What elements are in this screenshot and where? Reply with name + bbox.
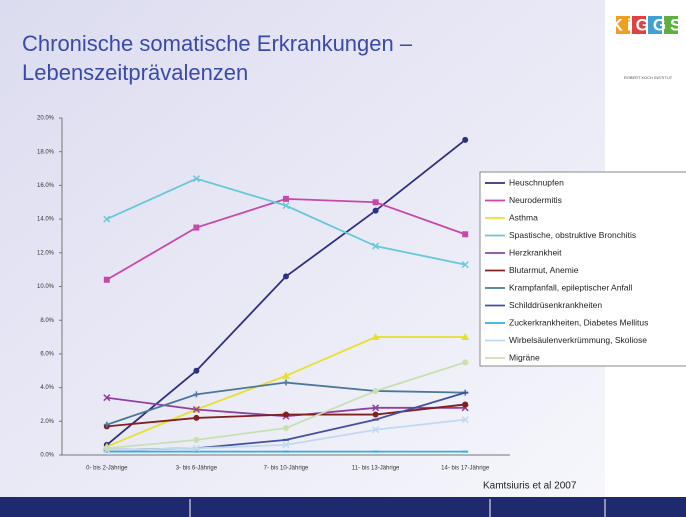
data-point — [372, 207, 379, 214]
data-point — [283, 411, 289, 418]
data-point — [193, 391, 200, 398]
data-point — [461, 261, 469, 269]
data-point — [461, 333, 470, 341]
data-point — [103, 276, 110, 283]
legend-box — [479, 171, 686, 367]
data-point — [372, 411, 379, 418]
legend-label: Migräne — [509, 352, 540, 362]
institute: ROBERT KOCH INSTITUT — [624, 75, 673, 80]
legend-label: Zuckerkrankheiten, Diabetes Mellitus — [509, 317, 648, 327]
data-point — [282, 371, 290, 379]
data-point — [282, 202, 290, 210]
data-point — [462, 359, 469, 366]
data-point — [372, 418, 379, 421]
logo-block — [616, 16, 630, 34]
y-tick-label: 8.0% — [40, 318, 54, 324]
data-point — [372, 404, 380, 412]
logo-block — [664, 16, 678, 34]
y-tick-label: 2.0% — [40, 419, 54, 425]
y-tick-label: 20.0% — [37, 116, 55, 122]
data-point — [192, 405, 200, 414]
data-point — [462, 450, 469, 453]
legend-label: Spastische, obstruktive Bronchitis — [509, 230, 636, 240]
data-point — [461, 416, 469, 424]
data-point — [283, 450, 289, 453]
data-point — [462, 231, 469, 238]
y-tick-label: 6.0% — [40, 351, 54, 357]
data-point — [103, 445, 110, 452]
source: Kamtsiuris et al 2007 — [483, 481, 577, 492]
data-point — [372, 450, 379, 453]
data-point — [283, 438, 289, 441]
logo-block — [632, 16, 646, 34]
legend-label: Krampfanfall, epileptischer Anfall — [509, 282, 632, 292]
legend-label: Asthma — [509, 212, 538, 222]
legend-label: Heuschnupfen — [509, 177, 564, 187]
data-point — [283, 425, 289, 432]
y-tick-label: 18.0% — [37, 149, 55, 155]
x-tick-label: 11- bis 13-Jährige — [352, 466, 400, 472]
legend-label: Blutarmut, Anemie — [509, 265, 579, 275]
data-point — [372, 426, 380, 434]
logo-text: KiGGS — [611, 15, 686, 34]
data-point — [462, 136, 469, 143]
x-tick-label: 14- bis 17-Jährige — [441, 466, 490, 472]
logo-block — [648, 16, 662, 34]
x-tick-label: 7- bis 10-Jährige — [264, 466, 309, 472]
data-point — [193, 367, 200, 374]
y-tick-label: 10.0% — [37, 284, 55, 290]
y-tick-label: 0.0% — [40, 453, 54, 459]
data-point — [103, 450, 110, 453]
legend-label: Schilddrüsenkrankheiten — [509, 300, 602, 310]
data-point — [103, 215, 111, 223]
data-point — [462, 401, 469, 408]
logo: KiGGS ROBERT KOCH INSTITUT — [611, 15, 686, 80]
data-point — [192, 444, 200, 452]
data-point — [193, 224, 200, 231]
x-tick-label: 3- bis 6-Jährige — [176, 466, 218, 472]
data-point — [371, 333, 380, 341]
data-point — [283, 195, 289, 202]
data-point — [103, 394, 111, 402]
y-tick-label: 14.0% — [37, 217, 55, 223]
data-point — [372, 387, 379, 394]
data-point — [283, 273, 289, 280]
data-point — [462, 391, 469, 394]
title-line: Chronische somatische Erkrankungen – — [22, 31, 413, 56]
data-point — [372, 199, 379, 206]
footer-bar — [0, 497, 686, 517]
legend-label: Wirbelsäulenverkrümmung, Skoliose — [509, 335, 647, 345]
data-point — [282, 441, 290, 449]
y-tick-label: 4.0% — [40, 385, 54, 391]
legend-label: Neurodermitis — [509, 195, 562, 205]
x-tick-label: 0- bis 2-Jährige — [86, 466, 128, 472]
data-point — [193, 414, 200, 421]
data-point — [103, 421, 110, 428]
legend-label: Herzkrankheit — [509, 247, 562, 257]
y-tick-label: 12.0% — [37, 250, 55, 256]
data-point — [193, 436, 200, 443]
data-point — [193, 450, 200, 453]
data-point — [192, 175, 200, 183]
data-point — [372, 242, 380, 250]
data-point — [283, 379, 289, 386]
title-line: Lebenszeitprävalenzen — [22, 60, 248, 85]
y-tick-label: 16.0% — [37, 183, 55, 189]
